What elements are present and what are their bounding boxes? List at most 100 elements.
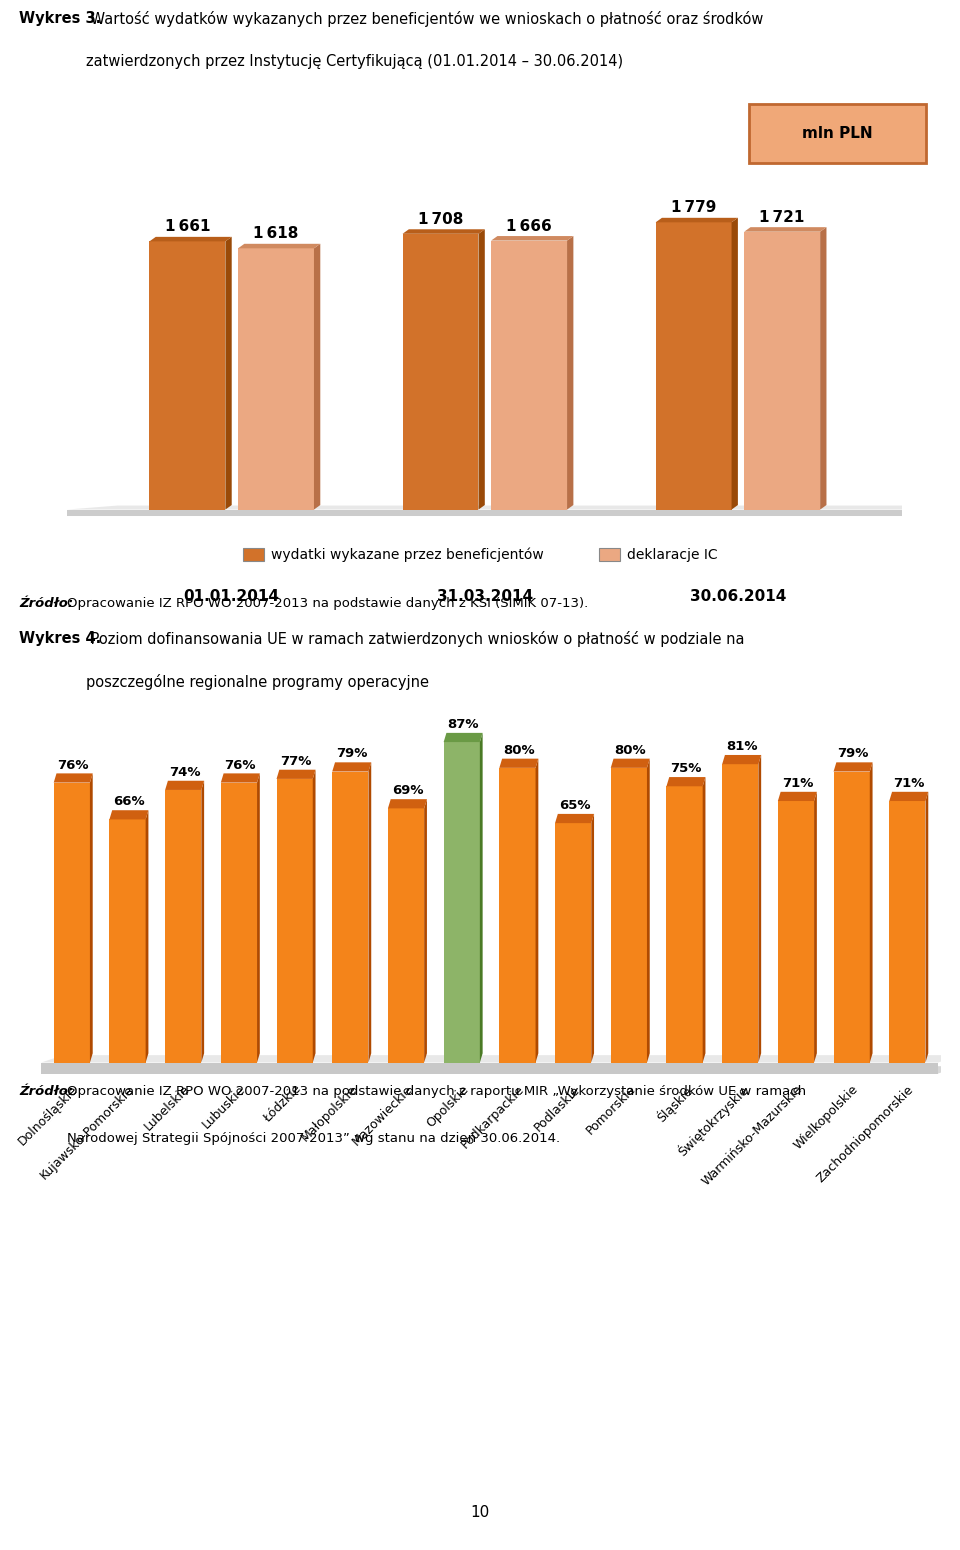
Polygon shape	[478, 229, 485, 510]
Polygon shape	[656, 219, 738, 222]
Text: Opracowanie IZ RPO WO 2007-2013 na podstawie danych z KSI (SIMIK 07-13).: Opracowanie IZ RPO WO 2007-2013 na podst…	[67, 597, 588, 611]
Polygon shape	[758, 755, 761, 1062]
Polygon shape	[41, 1056, 960, 1062]
Polygon shape	[109, 811, 149, 820]
Text: zatwierdzonych przez Instytucję Certyfikującą (01.01.2014 – 30.06.2014): zatwierdzonych przez Instytucję Certyfik…	[86, 54, 624, 70]
Polygon shape	[314, 243, 321, 510]
Polygon shape	[814, 792, 817, 1062]
Polygon shape	[744, 231, 820, 510]
Polygon shape	[536, 758, 539, 1062]
Text: Źródło:: Źródło:	[19, 597, 73, 611]
Text: Wykres 4.: Wykres 4.	[19, 631, 102, 646]
Polygon shape	[276, 780, 313, 1062]
Polygon shape	[424, 800, 427, 1062]
Polygon shape	[656, 222, 732, 510]
Polygon shape	[499, 767, 536, 1062]
Polygon shape	[820, 228, 827, 510]
Polygon shape	[555, 823, 591, 1062]
Polygon shape	[611, 767, 647, 1062]
Polygon shape	[591, 814, 594, 1062]
Polygon shape	[925, 792, 928, 1062]
Polygon shape	[165, 781, 204, 790]
Polygon shape	[778, 792, 817, 801]
Text: 77%: 77%	[280, 755, 312, 767]
Text: 1 779: 1 779	[671, 200, 716, 215]
Text: 65%: 65%	[559, 800, 590, 812]
Polygon shape	[67, 505, 953, 510]
Polygon shape	[67, 510, 902, 516]
Polygon shape	[402, 234, 478, 510]
Text: 75%: 75%	[670, 763, 702, 775]
Polygon shape	[41, 1062, 938, 1074]
Polygon shape	[150, 242, 226, 510]
Polygon shape	[41, 1066, 960, 1074]
Text: 1 666: 1 666	[506, 219, 552, 234]
Polygon shape	[165, 790, 202, 1062]
Polygon shape	[276, 770, 316, 780]
FancyBboxPatch shape	[749, 104, 926, 163]
Polygon shape	[611, 758, 650, 767]
Polygon shape	[388, 809, 424, 1062]
Polygon shape	[54, 783, 90, 1062]
Polygon shape	[567, 236, 573, 510]
Polygon shape	[492, 240, 567, 510]
Polygon shape	[647, 758, 650, 1062]
Text: 1 661: 1 661	[165, 220, 210, 234]
Text: 76%: 76%	[58, 758, 89, 772]
Text: 1 618: 1 618	[253, 226, 299, 242]
Text: 10: 10	[470, 1505, 490, 1519]
Text: mln PLN: mln PLN	[803, 126, 873, 141]
Polygon shape	[492, 236, 573, 240]
Text: 66%: 66%	[113, 795, 145, 809]
Polygon shape	[332, 772, 369, 1062]
Text: Narodowej Strategii Spójności 2007-2013” wg stanu na dzień 30.06.2014.: Narodowej Strategii Spójności 2007-2013”…	[67, 1132, 561, 1145]
Polygon shape	[67, 512, 953, 516]
Text: 69%: 69%	[392, 784, 423, 797]
Polygon shape	[90, 773, 93, 1062]
Text: Źródło:: Źródło:	[19, 1085, 73, 1097]
Polygon shape	[444, 742, 480, 1062]
Polygon shape	[703, 777, 706, 1062]
Text: Poziom dofinansowania UE w ramach zatwierdzonych wniosków o płatność w podziale : Poziom dofinansowania UE w ramach zatwie…	[86, 631, 745, 646]
Polygon shape	[202, 781, 204, 1062]
Text: 79%: 79%	[336, 747, 368, 761]
Polygon shape	[238, 248, 314, 510]
Polygon shape	[722, 755, 761, 764]
Text: 80%: 80%	[503, 744, 535, 756]
Polygon shape	[146, 811, 149, 1062]
Text: 80%: 80%	[614, 744, 646, 756]
Polygon shape	[257, 773, 260, 1062]
Polygon shape	[555, 814, 594, 823]
Polygon shape	[332, 763, 372, 772]
Text: 81%: 81%	[726, 741, 757, 753]
Polygon shape	[54, 773, 93, 783]
Polygon shape	[889, 792, 928, 801]
Polygon shape	[480, 733, 483, 1062]
Polygon shape	[444, 733, 483, 742]
Text: 1 721: 1 721	[759, 209, 804, 225]
Legend: wydatki wykazane przez beneficjentów, deklaracje IC: wydatki wykazane przez beneficjentów, de…	[243, 547, 717, 563]
Text: poszczególne regionalne programy operacyjne: poszczególne regionalne programy operacy…	[86, 674, 429, 690]
Polygon shape	[732, 219, 738, 510]
Polygon shape	[778, 801, 814, 1062]
Text: 71%: 71%	[893, 777, 924, 790]
Polygon shape	[238, 243, 321, 248]
Polygon shape	[666, 777, 706, 786]
Text: 76%: 76%	[225, 758, 256, 772]
Polygon shape	[150, 237, 231, 242]
Text: 79%: 79%	[837, 747, 869, 761]
Polygon shape	[221, 783, 257, 1062]
Polygon shape	[744, 228, 827, 231]
Polygon shape	[666, 786, 703, 1062]
Polygon shape	[313, 770, 316, 1062]
Polygon shape	[369, 763, 372, 1062]
Text: Wykres 3.: Wykres 3.	[19, 11, 102, 26]
Polygon shape	[833, 772, 870, 1062]
Text: 71%: 71%	[781, 777, 813, 790]
Polygon shape	[889, 801, 925, 1062]
Polygon shape	[870, 763, 873, 1062]
Text: 87%: 87%	[447, 718, 479, 732]
Polygon shape	[402, 229, 485, 234]
Text: Wartość wydatków wykazanych przez beneficjentów we wnioskach o płatność oraz śro: Wartość wydatków wykazanych przez benefi…	[86, 11, 764, 26]
Polygon shape	[221, 773, 260, 783]
